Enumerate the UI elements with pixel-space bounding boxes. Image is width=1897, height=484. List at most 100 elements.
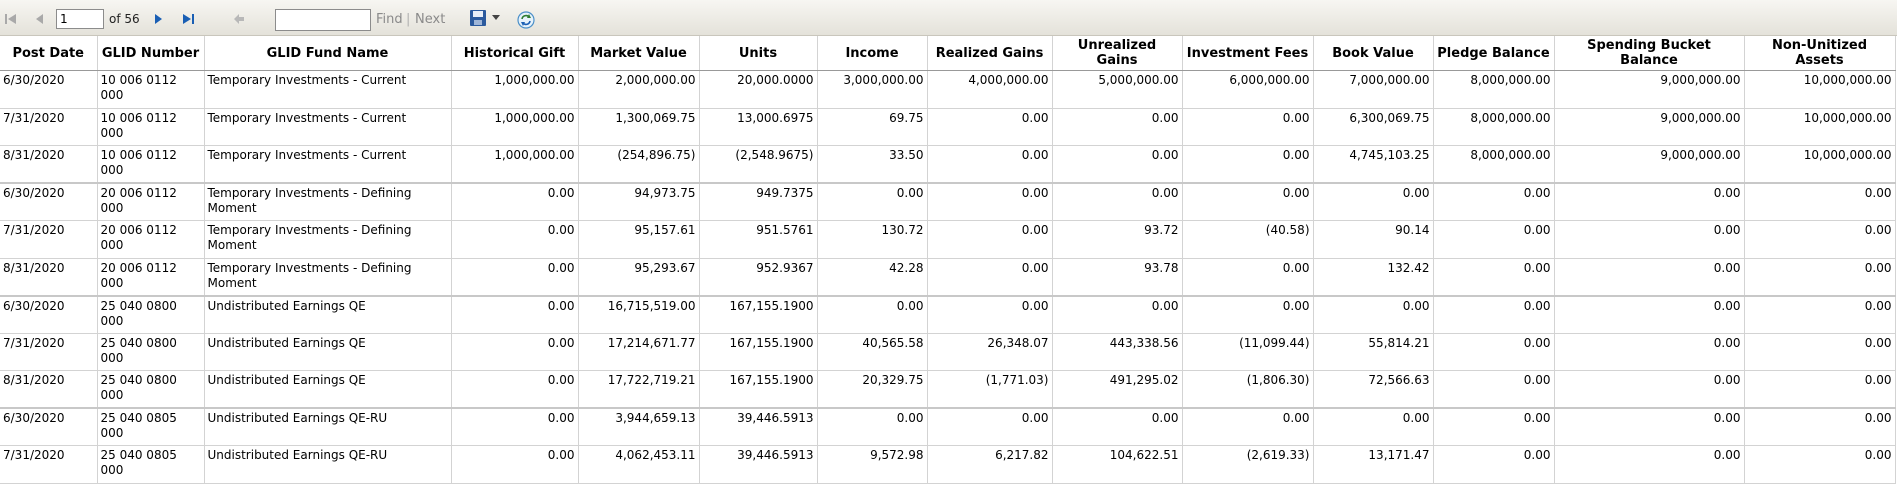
table-cell: 1,000,000.00 bbox=[451, 145, 579, 184]
table-cell: 8/31/2020 bbox=[0, 258, 98, 296]
table-cell: 6/30/2020 bbox=[0, 182, 98, 221]
table-cell: 93.78 bbox=[1052, 258, 1183, 296]
table-cell: 69.75 bbox=[817, 108, 928, 146]
table-cell: 0.00 bbox=[1554, 445, 1745, 484]
table-cell: 20 006 0112 000 bbox=[97, 258, 205, 296]
table-row: 8/31/2020 10 006 0112 000 Temporary Invest… bbox=[0, 145, 1896, 184]
table-cell: Undistributed Earnings QE-RU bbox=[204, 407, 452, 446]
table-cell: 0.00 bbox=[1433, 333, 1555, 371]
table-cell: 0.00 bbox=[927, 108, 1053, 146]
export-dropdown-icon[interactable] bbox=[490, 12, 502, 24]
table-cell: 0.00 bbox=[1433, 182, 1555, 221]
table-cell: 33.50 bbox=[817, 145, 928, 184]
table-cell: 13,171.47 bbox=[1313, 445, 1434, 484]
page-count-label: of 56 bbox=[109, 12, 140, 26]
table-cell: 949.7375 bbox=[699, 182, 818, 221]
previous-page-icon[interactable] bbox=[30, 10, 48, 28]
find-text-input[interactable] bbox=[275, 9, 371, 31]
table-cell: 0.00 bbox=[1052, 407, 1183, 446]
header-row: Post Date GLID Number GLID Fund Name Histor… bbox=[0, 36, 1896, 71]
table-cell: 94,973.75 bbox=[578, 182, 700, 221]
table-cell: 20 006 0112 000 bbox=[97, 182, 205, 221]
table-cell: 4,745,103.25 bbox=[1313, 145, 1434, 184]
column-header: Investment Fees bbox=[1182, 36, 1314, 71]
column-header: Book Value bbox=[1313, 36, 1434, 71]
table-cell: Temporary Investments - Current bbox=[204, 108, 452, 146]
table-cell: (1,806.30) bbox=[1182, 370, 1314, 409]
table-cell: 7,000,000.00 bbox=[1313, 70, 1434, 109]
table-cell: 6/30/2020 bbox=[0, 70, 98, 109]
table-cell: 42.28 bbox=[817, 258, 928, 296]
table-cell: 0.00 bbox=[451, 445, 579, 484]
table-cell: 0.00 bbox=[1554, 220, 1745, 259]
table-cell: 6,300,069.75 bbox=[1313, 108, 1434, 146]
table-cell: Temporary Investments - Current bbox=[204, 70, 452, 109]
table-cell: 167,155.1900 bbox=[699, 333, 818, 371]
table-cell: 0.00 bbox=[1182, 407, 1314, 446]
table-cell: 25 040 0800 000 bbox=[97, 294, 205, 334]
find-next-link[interactable]: Next bbox=[415, 12, 446, 27]
table-cell: 104,622.51 bbox=[1052, 445, 1183, 484]
table-cell: 10,000,000.00 bbox=[1744, 145, 1896, 184]
last-page-icon[interactable] bbox=[179, 10, 197, 28]
table-cell: 7/31/2020 bbox=[0, 108, 98, 146]
refresh-icon[interactable] bbox=[515, 9, 537, 31]
table-cell: 0.00 bbox=[451, 370, 579, 409]
export-save-icon[interactable] bbox=[468, 8, 488, 28]
column-header: Unrealized Gains bbox=[1052, 36, 1183, 71]
table-cell: 3,000,000.00 bbox=[817, 70, 928, 109]
table-row: 7/31/2020 25 040 0805 000 Undistributed Ea… bbox=[0, 445, 1896, 484]
table-cell: 10 006 0112 000 bbox=[97, 108, 205, 146]
table-cell: (254,896.75) bbox=[578, 145, 700, 184]
table-row: 7/31/2020 20 006 0112 000 Temporary Invest… bbox=[0, 220, 1896, 259]
table-cell: 9,000,000.00 bbox=[1554, 145, 1745, 184]
table-cell: 1,000,000.00 bbox=[451, 108, 579, 146]
table-cell: 0.00 bbox=[1052, 108, 1183, 146]
table-cell: 7/31/2020 bbox=[0, 445, 98, 484]
page-number-input[interactable] bbox=[56, 9, 104, 29]
table-cell: 0.00 bbox=[1554, 182, 1745, 221]
table-cell: 0.00 bbox=[1433, 294, 1555, 334]
table-cell: 0.00 bbox=[817, 294, 928, 334]
table-cell: 0.00 bbox=[1554, 407, 1745, 446]
back-to-parent-icon[interactable] bbox=[230, 10, 248, 28]
table-cell: 9,000,000.00 bbox=[1554, 70, 1745, 109]
table-cell: 0.00 bbox=[817, 182, 928, 221]
table-cell: 39,446.5913 bbox=[699, 407, 818, 446]
table-cell: 0.00 bbox=[927, 294, 1053, 334]
first-page-icon[interactable] bbox=[2, 10, 20, 28]
table-cell: 0.00 bbox=[1744, 445, 1896, 484]
table-cell: 72,566.63 bbox=[1313, 370, 1434, 409]
table-cell: 5,000,000.00 bbox=[1052, 70, 1183, 109]
table-cell: 0.00 bbox=[1433, 445, 1555, 484]
table-cell: 8,000,000.00 bbox=[1433, 145, 1555, 184]
table-cell: Undistributed Earnings QE bbox=[204, 333, 452, 371]
table-row: 6/30/2020 25 040 0805 000 Undistributed Ea… bbox=[0, 407, 1896, 446]
table-cell: 0.00 bbox=[1313, 407, 1434, 446]
table-cell: 0.00 bbox=[1744, 220, 1896, 259]
table-cell: 0.00 bbox=[1554, 370, 1745, 409]
column-header: Historical Gift bbox=[451, 36, 579, 71]
table-cell: 20 006 0112 000 bbox=[97, 220, 205, 259]
table-cell: 132.42 bbox=[1313, 258, 1434, 296]
table-cell: 0.00 bbox=[927, 258, 1053, 296]
table-row: 6/30/2020 25 040 0800 000 Undistributed Ea… bbox=[0, 294, 1896, 334]
table-cell: 9,572.98 bbox=[817, 445, 928, 484]
table-cell: 8/31/2020 bbox=[0, 145, 98, 184]
table-cell: 0.00 bbox=[1554, 294, 1745, 334]
table-cell: 0.00 bbox=[817, 407, 928, 446]
table-cell: (1,771.03) bbox=[927, 370, 1053, 409]
table-cell: 25 040 0800 000 bbox=[97, 333, 205, 371]
table-cell: 0.00 bbox=[451, 333, 579, 371]
table-cell: 0.00 bbox=[1313, 182, 1434, 221]
table-cell: (40.58) bbox=[1182, 220, 1314, 259]
table-cell: 167,155.1900 bbox=[699, 370, 818, 409]
table-cell: 1,300,069.75 bbox=[578, 108, 700, 146]
table-cell: 0.00 bbox=[1554, 333, 1745, 371]
next-page-icon[interactable] bbox=[149, 10, 167, 28]
table-cell: 167,155.1900 bbox=[699, 294, 818, 334]
find-link[interactable]: Find bbox=[376, 12, 403, 27]
table-cell: 130.72 bbox=[817, 220, 928, 259]
table-cell: 0.00 bbox=[1433, 407, 1555, 446]
table-cell: 0.00 bbox=[1052, 294, 1183, 334]
